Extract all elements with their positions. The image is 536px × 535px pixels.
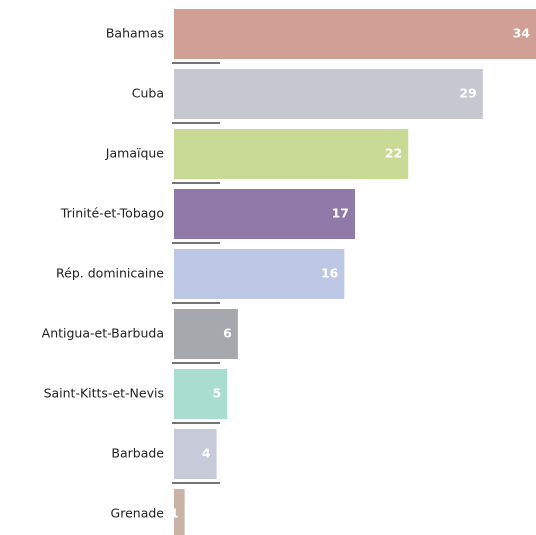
- value-label: 6: [223, 326, 232, 341]
- value-label: 17: [332, 206, 349, 221]
- value-label: 1: [170, 506, 179, 521]
- bar: [174, 129, 409, 179]
- category-label: Antigua-et-Barbuda: [42, 326, 164, 341]
- bar: [174, 9, 536, 59]
- value-label: 16: [321, 266, 339, 281]
- bar: [174, 429, 217, 479]
- bar: [174, 69, 483, 119]
- bar: [174, 489, 185, 535]
- bar: [174, 189, 355, 239]
- value-label: 34: [513, 26, 531, 41]
- category-label: Barbade: [111, 446, 164, 461]
- category-label: Rép. dominicaine: [56, 266, 164, 281]
- category-label: Cuba: [132, 86, 164, 101]
- value-label: 29: [459, 86, 476, 101]
- bar: [174, 309, 238, 359]
- category-label: Trinité-et-Tobago: [60, 206, 164, 221]
- category-label: Saint-Kitts-et-Nevis: [44, 386, 164, 401]
- value-label: 22: [385, 146, 402, 161]
- value-label: 5: [213, 386, 222, 401]
- category-label: Bahamas: [106, 26, 164, 41]
- bar: [174, 249, 345, 299]
- value-label: 4: [202, 446, 211, 461]
- bar: [174, 369, 228, 419]
- category-label: Grenade: [111, 506, 165, 521]
- category-label: Jamaïque: [105, 146, 165, 161]
